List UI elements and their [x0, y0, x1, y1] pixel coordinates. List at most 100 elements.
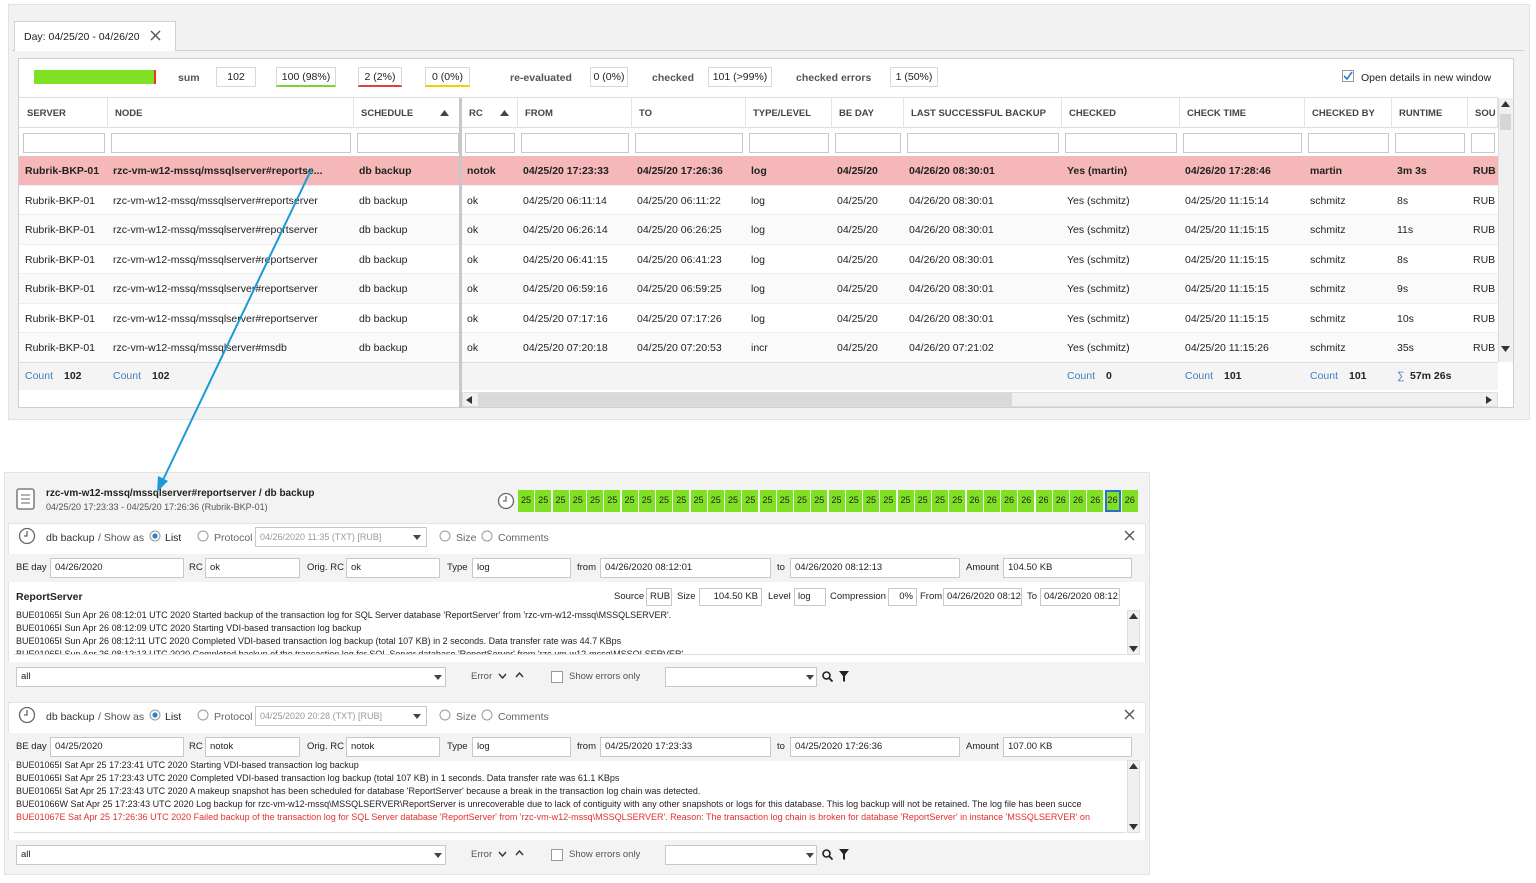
column-filter[interactable] — [111, 133, 351, 153]
protocol-select[interactable]: 04/26/2020 11:35 (TXT) [RUB] — [255, 527, 427, 547]
day-button[interactable]: 25 — [880, 490, 896, 512]
day-button[interactable]: 25 — [915, 490, 931, 512]
scroll-up[interactable] — [1129, 763, 1138, 769]
day-button[interactable]: 26 — [1070, 490, 1086, 512]
radio-button[interactable] — [149, 709, 161, 721]
day-button[interactable]: 26 — [967, 490, 983, 512]
day-button[interactable]: 26 — [1053, 490, 1069, 512]
day-button[interactable]: 26 — [1122, 490, 1138, 512]
day-button[interactable]: 25 — [932, 490, 948, 512]
radio-button[interactable] — [197, 709, 209, 721]
column-header[interactable]: SERVER — [20, 98, 108, 128]
column-header[interactable]: CHECKED BY — [1305, 98, 1392, 128]
day-button[interactable]: 25 — [587, 490, 603, 512]
column-filter[interactable] — [635, 133, 743, 153]
column-filter[interactable] — [1308, 133, 1389, 153]
radio-button[interactable] — [481, 709, 493, 721]
level-select[interactable]: Error — [471, 671, 492, 682]
filter-button[interactable] — [839, 849, 849, 860]
search-input[interactable] — [665, 845, 817, 865]
day-button[interactable]: 25 — [518, 490, 534, 512]
column-header[interactable]: BE DAY — [832, 98, 904, 128]
day-button[interactable]: 25 — [622, 490, 638, 512]
search-input[interactable] — [665, 667, 817, 687]
scroll-left[interactable] — [466, 396, 472, 404]
day-button[interactable]: 25 — [673, 490, 689, 512]
column-filter[interactable] — [1471, 133, 1495, 153]
level-select[interactable]: Error — [471, 849, 492, 860]
day-button[interactable]: 25 — [725, 490, 741, 512]
radio-button[interactable] — [481, 530, 493, 542]
day-button[interactable]: 25 — [794, 490, 810, 512]
table-cell: 04/25/20 — [832, 304, 904, 334]
sort-toggle[interactable] — [515, 672, 524, 678]
column-filter[interactable] — [1065, 133, 1177, 153]
radio-button[interactable] — [439, 709, 451, 721]
scroll-up[interactable] — [1501, 101, 1510, 107]
scroll-down[interactable] — [1129, 824, 1138, 830]
day-button[interactable]: 25 — [760, 490, 776, 512]
column-header[interactable]: CHECK TIME — [1180, 98, 1305, 128]
day-button[interactable]: 25 — [553, 490, 569, 512]
radio-button[interactable] — [197, 530, 209, 542]
column-header[interactable]: TYPE/LEVEL — [746, 98, 832, 128]
column-header[interactable]: NODE — [108, 98, 354, 128]
radio-button[interactable] — [439, 530, 451, 542]
checkbox[interactable] — [551, 849, 563, 861]
day-button[interactable]: 25 — [691, 490, 707, 512]
day-button[interactable]: 25 — [570, 490, 586, 512]
scroll-down[interactable] — [1129, 646, 1138, 652]
day-button[interactable]: 25 — [863, 490, 879, 512]
filter-input[interactable]: all — [16, 667, 446, 687]
day-button[interactable]: 25 — [846, 490, 862, 512]
day-button[interactable]: 25 — [829, 490, 845, 512]
column-header[interactable]: FROM — [518, 98, 632, 128]
table-cell: db backup — [354, 186, 462, 216]
day-button[interactable]: 26 — [1087, 490, 1103, 512]
checkbox[interactable] — [551, 671, 563, 683]
day-button[interactable]: 26 — [1001, 490, 1017, 512]
column-header[interactable]: CHECKED — [1062, 98, 1180, 128]
column-header[interactable]: RUNTIME — [1392, 98, 1468, 128]
column-filter[interactable] — [357, 133, 459, 153]
scroll-right[interactable] — [1486, 396, 1492, 404]
day-button[interactable]: 25 — [742, 490, 758, 512]
day-button[interactable]: 25 — [777, 490, 793, 512]
column-filter[interactable] — [749, 133, 829, 153]
day-button[interactable]: 25 — [656, 490, 672, 512]
column-filter[interactable] — [1395, 133, 1465, 153]
column-filter[interactable] — [907, 133, 1059, 153]
day-button[interactable]: 26 — [1036, 490, 1052, 512]
column-header[interactable]: SOU — [1468, 98, 1498, 128]
scroll-down[interactable] — [1501, 346, 1510, 352]
search-button[interactable] — [822, 671, 833, 682]
close-button[interactable] — [150, 30, 161, 41]
close-button[interactable] — [1124, 709, 1135, 720]
column-header[interactable]: TO — [632, 98, 746, 128]
day-button[interactable]: 25 — [811, 490, 827, 512]
column-filter[interactable] — [1183, 133, 1302, 153]
day-button[interactable]: 25 — [708, 490, 724, 512]
sort-toggle[interactable] — [515, 850, 524, 856]
day-button[interactable]: 25 — [898, 490, 914, 512]
protocol-select[interactable]: 04/25/2020 20:28 (TXT) [RUB] — [255, 706, 427, 726]
column-filter[interactable] — [835, 133, 901, 153]
filter-input[interactable]: all — [16, 845, 446, 865]
radio-button[interactable] — [149, 530, 161, 542]
column-filter[interactable] — [23, 133, 105, 153]
day-button[interactable]: 26 — [1018, 490, 1034, 512]
column-header[interactable]: LAST SUCCESSFUL BACKUP — [904, 98, 1062, 128]
column-filter[interactable] — [465, 133, 515, 153]
day-button[interactable]: 25 — [535, 490, 551, 512]
scroll-up[interactable] — [1129, 613, 1138, 619]
filter-button[interactable] — [839, 671, 849, 682]
search-button[interactable] — [822, 849, 833, 860]
day-button[interactable]: 25 — [639, 490, 655, 512]
day-button[interactable]: 26 — [1105, 490, 1121, 512]
day-button[interactable]: 25 — [949, 490, 965, 512]
day-button[interactable]: 25 — [604, 490, 620, 512]
close-button[interactable] — [1124, 530, 1135, 541]
day-button[interactable]: 26 — [984, 490, 1000, 512]
column-filter[interactable] — [521, 133, 629, 153]
checkbox[interactable] — [1342, 70, 1354, 82]
